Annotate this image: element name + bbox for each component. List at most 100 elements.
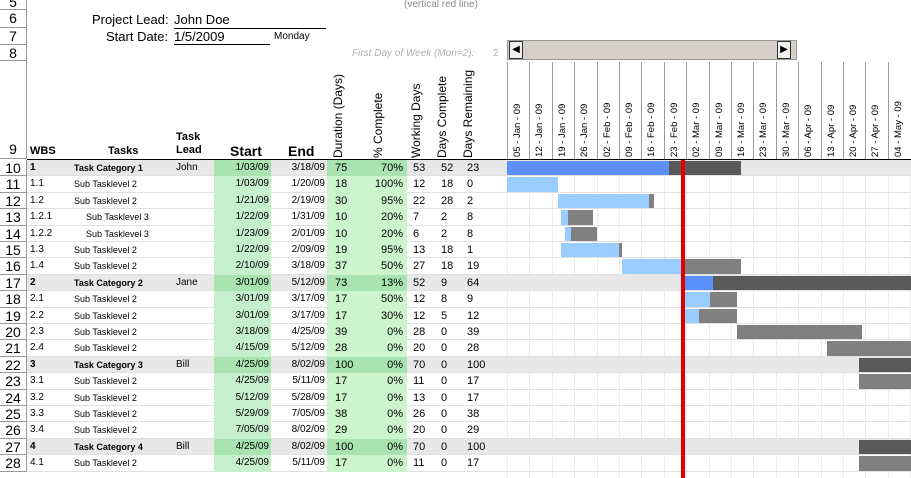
duration-cell[interactable]: 10	[327, 209, 367, 226]
end-cell[interactable]: 3/17/09	[291, 293, 325, 305]
days-remaining-cell[interactable]: 17	[467, 457, 480, 470]
wbs-cell[interactable]: 3.2	[30, 391, 44, 403]
working-days-cell[interactable]: 6	[413, 227, 420, 240]
days-remaining-cell[interactable]: 38	[467, 408, 480, 420]
duration-cell[interactable]: 30	[327, 192, 367, 210]
pct-complete-cell[interactable]: 20%	[367, 225, 407, 242]
pct-complete-cell[interactable]: 50%	[367, 291, 407, 308]
end-cell[interactable]: 8/02/09	[291, 440, 325, 452]
wbs-cell[interactable]: 2.2	[30, 309, 44, 321]
project-lead-value[interactable]: John Doe	[174, 12, 326, 29]
task-cell[interactable]: Sub Tasklevel 2	[74, 294, 137, 305]
duration-cell[interactable]: 17	[327, 291, 367, 308]
wbs-cell[interactable]: 3	[30, 358, 36, 370]
pct-complete-cell[interactable]: 0%	[367, 356, 407, 374]
start-cell[interactable]: 3/01/09	[214, 274, 271, 292]
working-days-cell[interactable]: 12	[413, 293, 426, 306]
duration-cell[interactable]: 17	[327, 373, 367, 390]
days-complete-cell[interactable]: 0	[441, 326, 448, 338]
days-complete-cell[interactable]: 5	[441, 309, 448, 322]
duration-cell[interactable]: 75	[327, 160, 367, 177]
duration-cell[interactable]: 28	[327, 340, 367, 357]
task-cell[interactable]: Sub Tasklevel 3	[86, 228, 149, 239]
days-remaining-cell[interactable]: 28	[467, 342, 480, 355]
days-complete-cell[interactable]: 8	[441, 293, 448, 306]
task-lead-cell[interactable]	[176, 340, 214, 356]
days-complete-cell[interactable]: 52	[441, 162, 454, 174]
days-remaining-cell[interactable]: 100	[467, 358, 486, 371]
end-cell[interactable]: 2/19/09	[291, 194, 325, 206]
wbs-cell[interactable]: 1.2.2	[30, 227, 53, 239]
task-cell[interactable]: Sub Tasklevel 2	[74, 392, 137, 403]
end-cell[interactable]: 5/11/09	[292, 375, 325, 387]
working-days-cell[interactable]: 70	[413, 358, 426, 371]
task-cell[interactable]: Task Category 3	[74, 359, 143, 370]
gantt-bar-remaining[interactable]	[827, 341, 911, 356]
duration-cell[interactable]: 17	[327, 455, 367, 472]
gantt-bar-complete[interactable]	[683, 308, 700, 323]
days-remaining-cell[interactable]: 64	[467, 276, 480, 289]
gantt-bar-remaining[interactable]	[567, 210, 594, 225]
task-cell[interactable]: Task Category 2	[74, 277, 143, 288]
end-cell[interactable]: 7/05/09	[291, 408, 325, 419]
start-cell[interactable]: 4/15/09	[214, 340, 271, 357]
end-cell[interactable]: 8/02/09	[291, 424, 325, 436]
end-cell[interactable]: 5/12/09	[291, 276, 325, 288]
task-lead-cell[interactable]	[176, 308, 214, 324]
days-complete-cell[interactable]: 0	[441, 358, 448, 371]
end-cell[interactable]: 2/01/09	[291, 227, 325, 239]
duration-cell[interactable]: 19	[327, 242, 367, 259]
task-lead-cell[interactable]	[176, 176, 214, 192]
days-complete-cell[interactable]: 0	[441, 391, 448, 404]
end-cell[interactable]: 1/20/09	[291, 178, 325, 190]
task-lead-cell[interactable]	[176, 291, 214, 307]
days-remaining-cell[interactable]: 2	[467, 194, 474, 207]
row-number[interactable]: 19	[0, 307, 27, 324]
pct-complete-cell[interactable]: 95%	[367, 242, 407, 259]
days-complete-cell[interactable]: 18	[441, 244, 454, 256]
gantt-bar-remaining[interactable]	[668, 161, 741, 176]
start-cell[interactable]: 1/23/09	[214, 225, 271, 242]
task-cell[interactable]: Sub Tasklevel 2	[74, 179, 137, 190]
duration-cell[interactable]: 18	[327, 176, 367, 193]
wbs-cell[interactable]: 1.2	[30, 194, 44, 206]
start-cell[interactable]: 3/01/09	[214, 307, 271, 324]
row-number[interactable]: 20	[0, 324, 27, 341]
start-date-value[interactable]: 1/5/2009	[174, 29, 270, 45]
gantt-bar-remaining[interactable]	[859, 374, 911, 389]
start-cell[interactable]: 4/25/09	[214, 455, 271, 472]
days-complete-cell[interactable]: 9	[441, 276, 448, 289]
gantt-bar-remaining[interactable]	[737, 325, 863, 340]
wbs-cell[interactable]: 1.4	[30, 260, 44, 272]
row-number[interactable]: 28	[0, 455, 27, 472]
pct-complete-cell[interactable]: 0%	[367, 406, 407, 423]
row-number[interactable]: 26	[0, 422, 27, 439]
gantt-bar-remaining[interactable]	[710, 292, 738, 307]
start-cell[interactable]: 1/03/09	[214, 160, 271, 177]
start-cell[interactable]: 2/10/09	[214, 258, 271, 275]
duration-cell[interactable]: 10	[327, 225, 367, 242]
row-number[interactable]: 12	[0, 192, 27, 210]
task-lead-cell[interactable]	[176, 373, 214, 389]
days-complete-cell[interactable]: 0	[441, 440, 448, 453]
row-number[interactable]: 9	[0, 61, 27, 159]
gantt-bar-remaining[interactable]	[571, 226, 597, 241]
task-lead-cell[interactable]	[176, 455, 214, 471]
task-cell[interactable]: Task Category 4	[74, 441, 143, 452]
gantt-bar-remaining[interactable]	[619, 243, 623, 258]
duration-cell[interactable]: 38	[327, 406, 367, 423]
days-complete-cell[interactable]: 0	[441, 342, 448, 355]
pct-complete-cell[interactable]: 0%	[367, 422, 407, 439]
wbs-cell[interactable]: 1	[30, 162, 36, 173]
gantt-bar-complete[interactable]	[558, 193, 650, 209]
gantt-bar-remaining[interactable]	[859, 357, 911, 373]
task-cell[interactable]: Sub Tasklevel 2	[74, 376, 137, 387]
task-cell[interactable]: Sub Tasklevel 2	[74, 458, 137, 469]
task-cell[interactable]: Task Category 1	[74, 163, 143, 173]
duration-cell[interactable]: 100	[327, 356, 367, 374]
start-cell[interactable]: 7/05/09	[214, 422, 271, 439]
wbs-cell[interactable]: 1.2.1	[30, 211, 53, 223]
task-cell[interactable]: Sub Tasklevel 2	[74, 261, 137, 272]
gantt-bar-remaining[interactable]	[699, 308, 738, 323]
duration-cell[interactable]: 29	[327, 422, 367, 439]
